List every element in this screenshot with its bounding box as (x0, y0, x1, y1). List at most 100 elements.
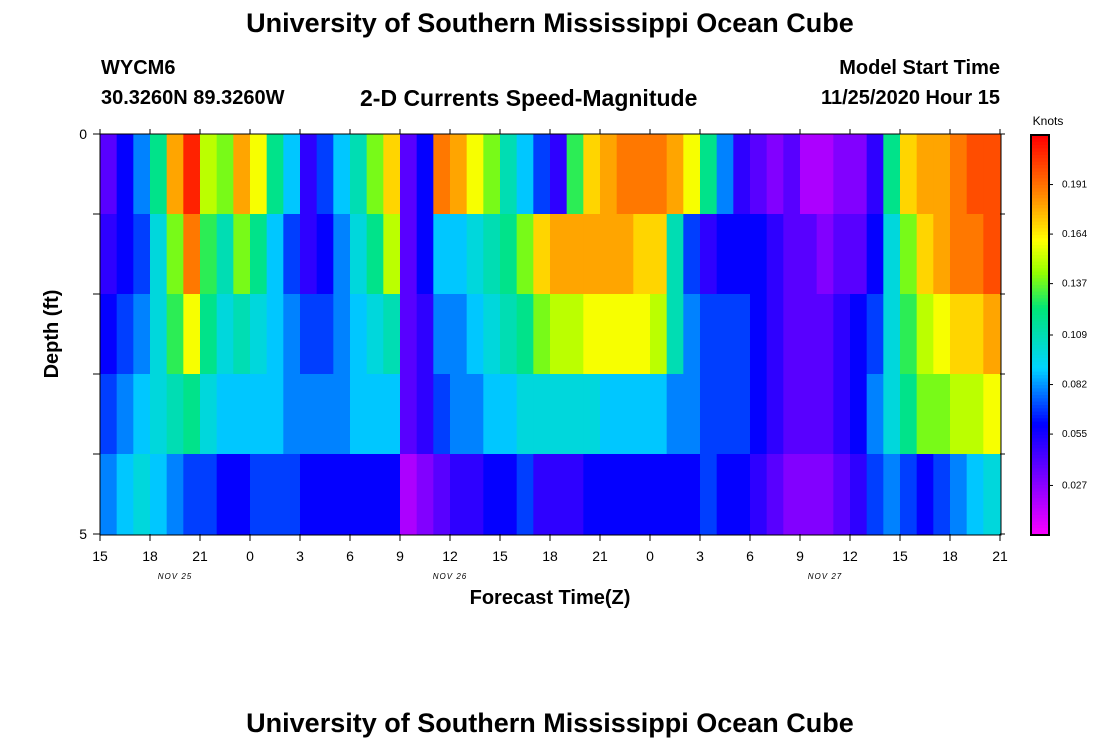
heatmap-cell (433, 134, 451, 215)
heatmap-cell (500, 374, 518, 455)
heatmap-cell (483, 454, 501, 535)
heatmap-cell (850, 294, 868, 375)
colorbar-band (1031, 221, 1049, 226)
heatmap-cell (433, 374, 451, 455)
heatmap-cell (833, 294, 851, 375)
heatmap-cell (416, 374, 434, 455)
colorbar-band (1031, 171, 1049, 176)
colorbar-band (1031, 258, 1049, 263)
heatmap-cell (133, 134, 151, 215)
heatmap-cell (283, 374, 301, 455)
colorbar-band (1031, 215, 1049, 219)
heatmap-cell (100, 294, 118, 375)
footer-title: University of Southern Mississippi Ocean… (246, 708, 854, 738)
heatmap-cell (983, 454, 1001, 535)
heatmap-cell (183, 134, 201, 215)
heatmap-cell (816, 214, 834, 295)
heatmap-cell (400, 454, 418, 535)
heatmap-cell (316, 294, 334, 375)
heatmap-cell (300, 294, 318, 375)
heatmap-cell (750, 214, 768, 295)
colorbar-band (1031, 328, 1049, 333)
heatmap-cell (333, 454, 351, 535)
colorbar-band (1031, 305, 1049, 309)
heatmap-cell (900, 294, 918, 375)
colorbar-band (1031, 291, 1049, 296)
heatmap-cell (366, 374, 384, 455)
heatmap-cell (450, 374, 468, 455)
heatmap-cell (766, 454, 784, 535)
x-tick-label: 3 (696, 548, 704, 564)
colorbar-band (1031, 228, 1049, 233)
heatmap-cell (700, 134, 718, 215)
page-title: University of Southern Mississippi Ocean… (246, 8, 854, 38)
heatmap-cell (900, 214, 918, 295)
heatmap-cell (266, 374, 284, 455)
heatmap-cell (283, 294, 301, 375)
heatmap-cell (300, 454, 318, 535)
x-tick-label: 6 (346, 548, 354, 564)
colorbar-band (1031, 165, 1049, 169)
colorbar-band (1031, 341, 1049, 346)
colorbar-band (1031, 135, 1049, 139)
heatmap-cell (833, 134, 851, 215)
colorbar: 0.191 0.164 0.137 0.109 0.082 0.055 0.027 (1030, 134, 1087, 536)
heatmap-cell (783, 134, 801, 215)
x-tick-label: 15 (92, 548, 108, 564)
x-tick-label: 18 (542, 548, 558, 564)
colorbar-band (1031, 321, 1049, 326)
heatmap-cell (366, 454, 384, 535)
heatmap-cell (300, 214, 318, 295)
heatmap-cell (633, 214, 651, 295)
colorbar-band (1031, 521, 1049, 526)
heatmap-cell (383, 454, 401, 535)
heatmap-cell (583, 134, 601, 215)
colorbar-band (1031, 395, 1049, 399)
heatmap-cell (316, 374, 334, 455)
colorbar-band (1031, 315, 1049, 319)
heatmap-cell (150, 134, 168, 215)
heatmap-cell (766, 374, 784, 455)
colorbar-band (1031, 361, 1049, 366)
heatmap-cell (750, 134, 768, 215)
heatmap-cell (166, 134, 184, 215)
colorbar-band (1031, 498, 1049, 503)
colorbar-band (1031, 518, 1049, 523)
heatmap-cell (383, 134, 401, 215)
x-tick-label: 6 (746, 548, 754, 564)
heatmap-cell (166, 294, 184, 375)
heatmap-cell (500, 134, 518, 215)
heatmap-cell (866, 454, 884, 535)
heatmap-cell (466, 294, 484, 375)
heatmap-cell (400, 294, 418, 375)
colorbar-band (1031, 188, 1049, 193)
colorbar-tick-label: 0.109 (1062, 330, 1087, 341)
heatmap-cell (783, 214, 801, 295)
colorbar-unit-label: Knots (1033, 114, 1064, 128)
heatmap-cell (216, 214, 234, 295)
colorbar-band (1031, 208, 1049, 213)
heatmap-cell (533, 214, 551, 295)
colorbar-tick-label: 0.082 (1062, 380, 1087, 391)
colorbar-band (1031, 385, 1049, 389)
colorbar-band (1031, 281, 1049, 286)
heatmap-cell (683, 374, 701, 455)
heatmap-cell (516, 134, 534, 215)
heatmap-cell (850, 454, 868, 535)
colorbar-band (1031, 231, 1049, 236)
heatmap-cell (166, 374, 184, 455)
colorbar-band (1031, 398, 1049, 403)
heatmap-cell (800, 134, 818, 215)
colorbar-band (1031, 301, 1049, 306)
heatmap-cell (866, 214, 884, 295)
heatmap-cell (200, 214, 218, 295)
colorbar-band (1031, 345, 1049, 349)
heatmap-cell (900, 374, 918, 455)
colorbar-band (1031, 141, 1049, 146)
heatmap-cell (683, 454, 701, 535)
heatmap-cell (150, 374, 168, 455)
colorbar-band (1031, 248, 1049, 253)
heatmap-cell (883, 374, 901, 455)
heatmap-cell (916, 454, 934, 535)
